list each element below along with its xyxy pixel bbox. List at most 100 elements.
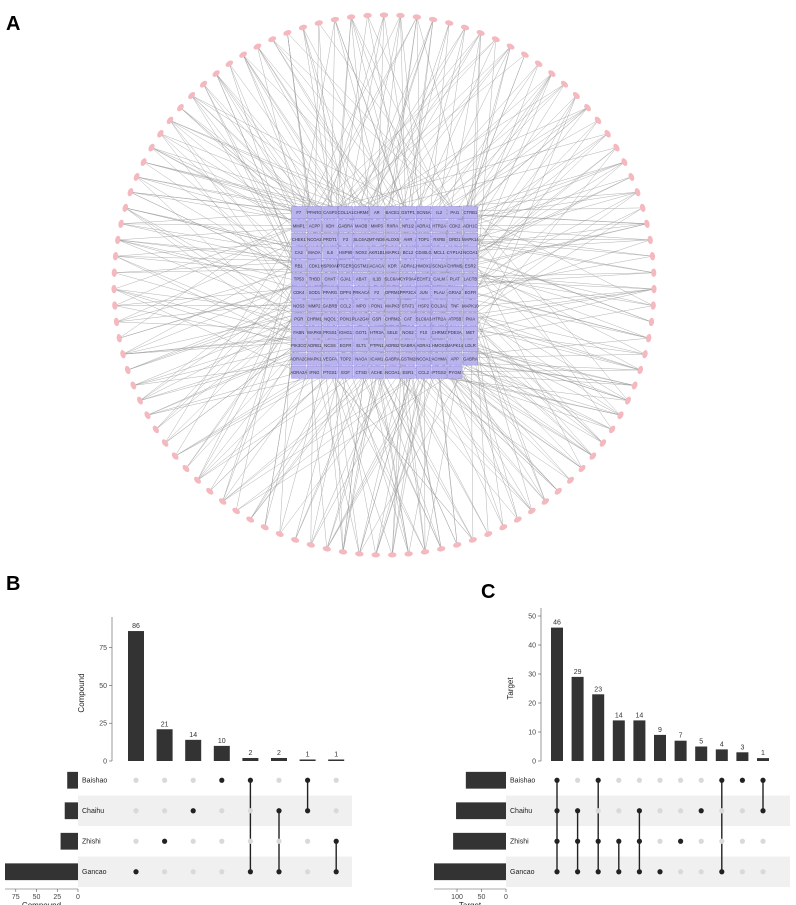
target-label: EGF <box>341 370 350 375</box>
target-node: ADRA1 <box>400 259 416 273</box>
set-size-bar <box>465 771 506 789</box>
target-node: JUN <box>416 286 432 299</box>
target-node: GSTM1 <box>353 259 369 273</box>
target-label: JUN <box>420 290 428 295</box>
target-label: NOX2 <box>355 250 367 255</box>
compound-node <box>291 537 300 543</box>
compound-node <box>499 524 508 531</box>
intersection-value-label: 86 <box>132 623 140 630</box>
target-node: MAOB <box>353 219 369 233</box>
target-label: ALOX5 <box>386 237 400 242</box>
compound-node <box>491 36 500 43</box>
matrix-dot-empty <box>305 838 311 844</box>
target-label: HTR3A <box>370 330 384 335</box>
compound-node <box>513 516 522 523</box>
intersection-bar <box>156 729 173 761</box>
target-node: FABN <box>291 326 307 339</box>
edge-lines <box>113 14 655 555</box>
target-label: HSP2 <box>418 303 430 308</box>
set-size-tick-label: 0 <box>76 894 80 901</box>
target-node: RB1 <box>291 259 307 273</box>
network-edges <box>113 14 655 555</box>
matrix-dot-filled <box>305 808 311 814</box>
compound-node <box>445 20 454 26</box>
target-label: RXRA <box>387 223 399 228</box>
intersection-bar <box>242 757 259 761</box>
matrix-dot-empty <box>636 777 643 783</box>
target-label: XDH <box>326 223 335 228</box>
target-label: HMOX1 <box>432 343 448 348</box>
compound-node <box>647 235 653 245</box>
compound-node <box>648 317 655 327</box>
target-node: PRSS1 <box>322 326 338 339</box>
target-label: MAPK10 <box>462 303 479 308</box>
target-node: PDE3A <box>447 326 463 339</box>
target-node: CASP3 <box>322 206 338 220</box>
target-label: GSR <box>372 317 381 322</box>
set-label: Chaihu <box>510 808 532 815</box>
target-label: MMP1 <box>293 223 306 228</box>
target-label: IL2 <box>436 210 442 215</box>
target-label: PTGS2 <box>432 370 446 375</box>
target-node: DPP4 <box>338 286 354 299</box>
target-label: PON1 <box>340 317 352 322</box>
target-label: CHRM1 <box>307 317 323 322</box>
compound-node <box>560 80 569 88</box>
y-tick-label: 20 <box>528 700 536 707</box>
target-label: ADRB2 <box>385 343 400 348</box>
target-node: SLC6A4 <box>385 272 401 286</box>
target-node: NCSS <box>322 339 338 353</box>
target-label: ADRA2C <box>290 356 307 361</box>
target-node: ESR2 <box>462 259 478 273</box>
target-node: NAOA <box>353 352 369 366</box>
compound-node <box>584 104 591 112</box>
intersection-bar <box>128 631 144 761</box>
target-node: MAPK14 <box>462 232 479 246</box>
compound-node <box>218 498 227 505</box>
target-node: ICAM1 <box>369 352 385 366</box>
target-node: GABRA <box>338 219 353 233</box>
target-node: GABRB <box>322 299 338 313</box>
compound-node <box>113 317 120 327</box>
target-node: ADRA2A <box>290 365 307 379</box>
intersection-value-label: 10 <box>218 738 226 745</box>
matrix-dot-filled <box>305 777 311 783</box>
target-label: F3 <box>343 237 349 242</box>
matrix-dot-filled <box>698 808 704 814</box>
compound-node <box>554 487 562 495</box>
target-label: MPO <box>356 303 366 308</box>
target-label: BACE1 <box>386 210 400 215</box>
target-node: GABRA <box>462 352 478 366</box>
matrix-dot-empty <box>575 777 581 783</box>
matrix-dot-empty <box>698 777 704 783</box>
compound-node <box>396 12 405 19</box>
target-node: PTPN1 <box>369 339 385 353</box>
target-node: CHAT <box>322 272 338 286</box>
compound-node <box>182 464 190 473</box>
intersection-value-label: 1 <box>306 751 310 758</box>
compound-node <box>171 452 179 460</box>
target-node: CALM <box>431 272 447 286</box>
matrix-dot-filled <box>616 869 622 875</box>
compound-node <box>199 80 208 88</box>
target-label: PTGER3 <box>337 263 354 268</box>
compound-node <box>634 188 641 197</box>
target-label: IL6 <box>327 250 333 255</box>
target-label: RXRB <box>433 237 445 242</box>
matrix-dot-empty <box>190 838 196 844</box>
target-label: EGFR <box>465 290 477 295</box>
intersection-value-label: 7 <box>679 733 683 740</box>
panel-label-b: B <box>6 573 20 595</box>
target-node: PGR <box>291 312 307 326</box>
target-label: TP53 <box>294 277 305 282</box>
target-node: PON1 <box>338 312 354 326</box>
compound-node <box>124 365 131 375</box>
matrix-dot-empty <box>657 838 663 844</box>
compound-node <box>130 381 137 390</box>
target-label: GABRB <box>323 303 338 308</box>
target-node: ADRA1 <box>416 339 431 353</box>
matrix-dot-filled <box>333 869 339 875</box>
compound-node <box>120 350 126 359</box>
target-node: F7 <box>291 206 307 220</box>
target-node: APP <box>447 352 463 366</box>
